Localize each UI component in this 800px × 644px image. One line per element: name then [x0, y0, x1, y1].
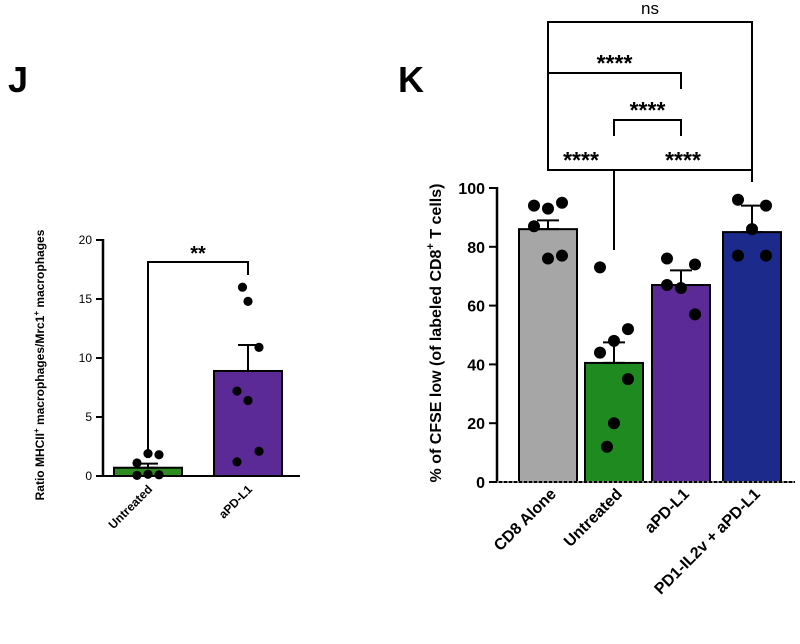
panel-k-y-axis-title: % of CFSE low (of labeled CD8+ T cells)	[425, 184, 445, 483]
bar-cd8-alone	[518, 228, 578, 483]
data-point	[732, 249, 744, 262]
significance-label: ****	[665, 147, 701, 173]
data-point	[675, 281, 687, 294]
panel-k-letter: K	[398, 59, 424, 100]
bar-apd-l1	[651, 284, 711, 483]
panel-k-bars	[518, 228, 782, 483]
significance-label: **	[190, 243, 206, 265]
data-point	[608, 334, 620, 347]
data-point	[760, 199, 772, 212]
data-point	[594, 346, 606, 359]
data-point	[760, 249, 772, 262]
data-point	[254, 342, 264, 352]
y-tick-label: 60	[467, 299, 485, 316]
category-label: CD8 Alone	[491, 486, 560, 555]
data-point	[594, 261, 606, 274]
y-tick-label: 15	[79, 292, 93, 306]
data-point	[661, 252, 673, 265]
data-point	[154, 450, 164, 460]
data-point	[528, 220, 540, 233]
data-point	[732, 193, 744, 206]
significance-label: ns	[641, 0, 659, 18]
data-point	[661, 279, 673, 292]
y-tick-label: 0	[85, 469, 92, 483]
data-point	[601, 440, 613, 453]
data-point	[254, 446, 264, 456]
y-tick-label: 10	[79, 351, 93, 365]
data-point	[622, 323, 634, 336]
data-point	[556, 249, 568, 262]
y-tick-label: 40	[467, 357, 485, 374]
data-point	[237, 282, 248, 292]
panel-k-y-ticks: 0 20 40 60 80 100	[458, 181, 497, 492]
data-point	[608, 417, 620, 430]
data-point	[232, 386, 242, 396]
data-point	[622, 373, 634, 386]
data-point	[243, 296, 253, 306]
data-point	[243, 395, 253, 406]
data-point	[542, 202, 554, 215]
panel-j-axes	[101, 239, 300, 477]
data-point	[556, 196, 568, 209]
panel-j-chart: J Ratio MHCII+ macrophages/Mrc1+ macroph…	[8, 59, 300, 532]
data-point	[132, 458, 142, 468]
y-tick-label: 0	[476, 475, 485, 492]
significance-bracket	[613, 119, 682, 136]
significance-bracket	[147, 261, 249, 458]
panel-j-significance: **	[147, 243, 249, 458]
significance-bracket	[547, 21, 753, 182]
significance-label: ****	[563, 147, 599, 173]
data-point	[154, 470, 164, 480]
y-tick-label: 100	[458, 181, 485, 198]
panel-k-significance: **** **** **** **** ns	[547, 0, 753, 250]
bar-pd1-il2v-apd-l1	[722, 231, 782, 483]
data-point	[689, 258, 701, 271]
data-point	[542, 252, 554, 265]
y-tick-label: 5	[85, 410, 92, 424]
category-label: aPD-L1	[216, 482, 255, 521]
data-point	[689, 308, 701, 321]
significance-label: ****	[630, 97, 666, 123]
panel-k-chart: K % of CFSE low (of labeled CD8+ T cells…	[398, 0, 795, 598]
panel-j-letter: J	[8, 59, 28, 100]
category-label: Untreated	[561, 486, 626, 551]
panel-k-axes	[495, 187, 795, 483]
data-point	[746, 223, 758, 236]
significance-label: ****	[597, 50, 633, 76]
panel-j-y-axis-title: Ratio MHCII+ macrophages/Mrc1+ macrophag…	[32, 229, 47, 500]
data-point	[232, 457, 242, 467]
y-tick-label: 20	[467, 416, 485, 433]
bar-apd-l1	[213, 369, 283, 478]
y-tick-label: 20	[79, 233, 93, 247]
category-label: Untreated	[106, 482, 156, 532]
panel-j-category-labels: Untreated aPD-L1	[106, 482, 256, 532]
data-point	[143, 469, 153, 479]
panel-j-error-bars	[138, 344, 258, 469]
panel-k-points	[528, 193, 772, 453]
panel-j-y-ticks: 0 5 10 15 20	[79, 233, 103, 483]
data-point	[528, 199, 540, 212]
category-label: aPD-L1	[642, 486, 693, 537]
y-tick-label: 80	[467, 240, 485, 257]
